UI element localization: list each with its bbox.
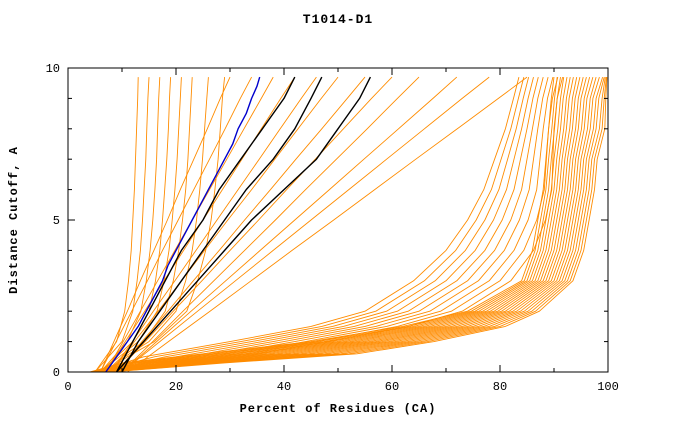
x-tick-label: 60 xyxy=(385,380,399,394)
model-curve-lower-band xyxy=(107,76,559,373)
model-curve-left-steep xyxy=(94,77,150,373)
model-curve-lower-band xyxy=(109,76,564,373)
highlight-curve-black xyxy=(115,76,296,373)
model-curve-lower-band xyxy=(98,76,530,373)
model-curve-right-bundle xyxy=(106,76,605,373)
model-curve-left-steep xyxy=(100,77,182,373)
model-curve-right-bundle xyxy=(90,77,558,373)
model-curve-mid-spread xyxy=(121,76,490,373)
x-axis-label: Percent of Residues (CA) xyxy=(239,402,437,416)
model-curve-right-bundle xyxy=(93,77,568,373)
x-tick-label: 100 xyxy=(597,380,619,394)
model-curve-lower-band xyxy=(96,76,525,373)
highlight-curve-black xyxy=(121,76,323,373)
model-curve-right-bundle xyxy=(100,76,587,373)
model-curve-right-bundle xyxy=(98,77,581,373)
x-tick-label: 20 xyxy=(169,380,183,394)
model-curve-right-bundle xyxy=(105,76,604,373)
model-curve-right-bundle xyxy=(110,77,608,373)
model-curve-right-bundle xyxy=(99,76,584,373)
model-curve-right-bundle xyxy=(107,77,606,373)
model-curve-left-steep xyxy=(105,77,226,373)
model-curve-mid-spread xyxy=(99,76,231,373)
model-curve-left-steep xyxy=(105,77,193,373)
model-curve-lower-band xyxy=(103,76,544,373)
y-tick-label: 5 xyxy=(53,214,60,228)
x-tick-label: 0 xyxy=(64,380,71,394)
model-curve-right-bundle xyxy=(102,76,594,373)
model-curve-mid-spread xyxy=(100,76,252,373)
model-curve-mid-spread xyxy=(127,76,528,373)
model-curve-right-bundle xyxy=(108,77,607,373)
model-curve-mid-spread xyxy=(121,76,458,373)
highlight-curve-black xyxy=(116,76,372,373)
y-tick-label: 10 xyxy=(46,62,60,76)
chart-title: T1014-D1 xyxy=(302,12,374,27)
model-curve-right-bundle xyxy=(92,77,565,373)
model-curve-lower-band xyxy=(101,76,539,373)
model-curve-lower-band xyxy=(104,76,549,373)
model-curve-right-bundle xyxy=(104,76,600,373)
model-curve-mid-spread xyxy=(116,76,366,373)
model-curve-mid-spread xyxy=(110,76,339,373)
model-curve-left-steep xyxy=(100,77,172,373)
model-curve-right-bundle xyxy=(101,76,591,373)
x-tick-label: 40 xyxy=(277,380,291,394)
model-curve-left-steep xyxy=(105,77,209,373)
model-curve-mid-spread xyxy=(116,76,393,373)
model-curve-left-steep xyxy=(94,77,139,373)
highlight-curve-blue xyxy=(105,76,261,373)
model-curve-left-steep xyxy=(100,77,161,373)
model-curve-lower-band xyxy=(99,76,534,373)
model-curve-right-bundle xyxy=(103,76,597,373)
x-tick-label: 80 xyxy=(493,380,507,394)
model-curve-mid-spread xyxy=(121,76,420,373)
model-curve-lower-band xyxy=(94,76,520,373)
model-curve-mid-spread xyxy=(110,76,317,373)
model-curve-lower-band xyxy=(106,76,554,373)
y-axis-label: Distance Cutoff, A xyxy=(7,146,21,294)
y-tick-label: 0 xyxy=(53,366,60,380)
model-curve-right-bundle xyxy=(97,77,578,373)
